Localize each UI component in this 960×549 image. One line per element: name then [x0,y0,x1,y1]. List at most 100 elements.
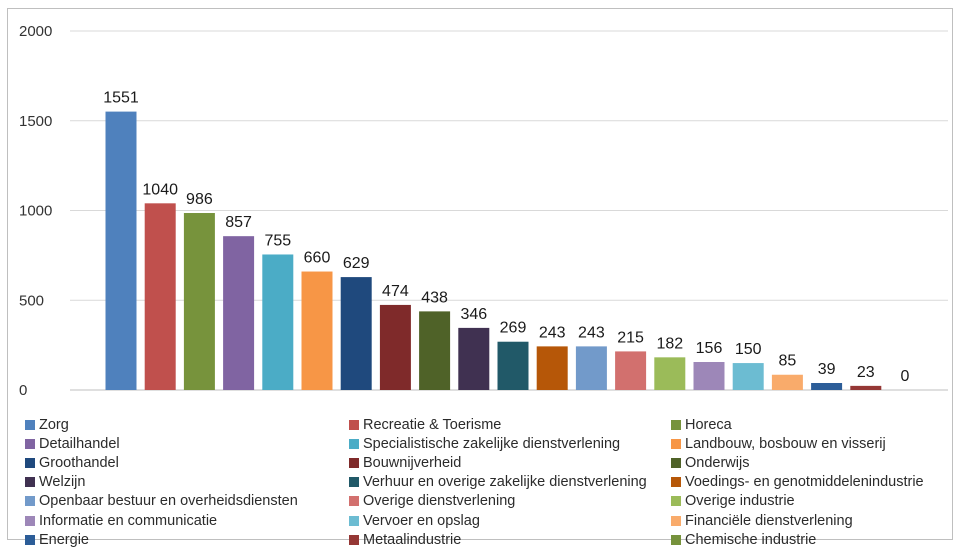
legend-swatch [25,496,35,507]
legend-item: Overige industrie [671,492,795,511]
data-label: 1040 [142,181,178,198]
legend-item: Vervoer en opslag [349,511,480,530]
legend-label: Recreatie & Toerisme [363,416,502,433]
legend-item: Groothandel [25,453,119,472]
y-tick-label: 2000 [19,23,52,40]
data-labels: 1551 1040 986 857 755 660 629 474 438 346 269 243 24… [103,90,909,385]
bar [340,277,372,390]
legend-swatch [25,534,35,545]
legend-label: Specialistische zakelijke dienstverlenin… [363,435,621,452]
legend-item: Zorg [25,415,69,434]
data-label: 182 [656,335,683,352]
bar [693,361,725,390]
legend-item: Financiële dienstverlening [671,511,853,530]
legend-swatch [349,419,359,430]
bar [615,351,647,390]
legend-item: Bouwnijverheid [349,453,461,472]
legend-label: Horeca [685,416,732,433]
legend-swatch [25,419,35,430]
bar [223,236,255,390]
bar [850,385,882,390]
legend-swatch [671,515,681,526]
legend-swatch [671,477,681,488]
legend-label: Voedings- en genotmiddelenindustrie [685,474,924,491]
data-label: 85 [779,353,797,370]
legend-label: Welzijn [39,474,86,491]
legend-swatch [25,438,35,449]
legend-label: Chemische industrie [685,531,817,548]
data-label: 243 [578,324,605,341]
legend-item: Recreatie & Toerisme [349,415,501,434]
data-label: 150 [735,341,762,358]
bar [144,203,176,390]
legend-swatch [25,477,35,488]
y-axis: 0 500 1000 1500 2000 [19,23,52,399]
bar [379,304,411,390]
legend-label: Groothandel [39,454,119,471]
bar [262,254,294,390]
legend-swatch [671,419,681,430]
legend-label: Vervoer en opslag [363,512,480,529]
legend-item: Openbaar bestuur en overheidsdiensten [25,492,298,511]
legend-label: Overige industrie [685,493,795,510]
data-label: 346 [460,306,487,323]
bar [575,346,607,390]
data-label: 215 [617,329,644,346]
legend-label: Openbaar bestuur en overheidsdiensten [39,493,298,510]
legend-label: Financiële dienstverlening [685,512,853,529]
data-label: 438 [421,289,448,306]
legend-item: Welzijn [25,473,85,492]
legend-item: Landbouw, bosbouw en visserij [671,434,886,453]
data-label: 474 [382,283,409,300]
data-label: 0 [901,368,910,385]
data-label: 243 [539,324,566,341]
bar [732,363,764,390]
bar [301,271,333,390]
legend-label: Detailhandel [39,435,120,452]
legend-item: Metaalindustrie [349,530,461,549]
legend-item: Energie [25,530,89,549]
bar [419,311,451,390]
bar [811,382,843,390]
legend-swatch [349,515,359,526]
data-label: 986 [186,191,213,208]
legend-label: Metaalindustrie [363,531,462,548]
legend-item: Specialistische zakelijke dienstverlenin… [349,434,620,453]
chart-frame: 0 500 1000 1500 2000 1551 1040 986 857 755 660 629… [7,8,953,548]
data-label: 269 [500,320,527,337]
y-tick-label: 1500 [19,113,52,130]
y-tick-label: 0 [19,382,27,399]
y-tick-label: 1000 [19,203,52,220]
legend-label: Overige dienstverlening [363,493,516,510]
data-label: 629 [343,255,370,272]
legend-item: Horeca [671,415,732,434]
legend-item: Voedings- en genotmiddelenindustrie [671,473,924,492]
legend-swatch [671,438,681,449]
legend-item: Onderwijs [671,453,749,472]
bar [654,357,686,390]
legend-label: Energie [39,531,89,548]
legend-item: Chemische industrie [671,530,816,549]
legend-label: Landbouw, bosbouw en visserij [685,435,886,452]
legend-swatch [349,534,359,545]
data-label: 660 [304,250,331,267]
bar [458,327,490,390]
legend-swatch [349,438,359,449]
data-label: 23 [857,364,875,381]
legend-label: Informatie en communicatie [39,512,218,529]
legend-swatch [671,534,681,545]
y-tick-label: 500 [19,292,44,309]
data-label: 755 [264,232,291,249]
legend-item: Verhuur en overige zakelijke dienstverle… [349,473,647,492]
bar [183,213,215,390]
legend-swatch [25,457,35,468]
legend-item: Detailhandel [25,434,120,453]
legend-label: Onderwijs [685,454,750,471]
legend-swatch [671,496,681,507]
legend-label: Verhuur en overige zakelijke dienstverle… [363,474,647,491]
bar [771,374,803,390]
data-label: 857 [225,214,252,231]
legend-swatch [349,496,359,507]
data-label: 1551 [103,90,139,107]
